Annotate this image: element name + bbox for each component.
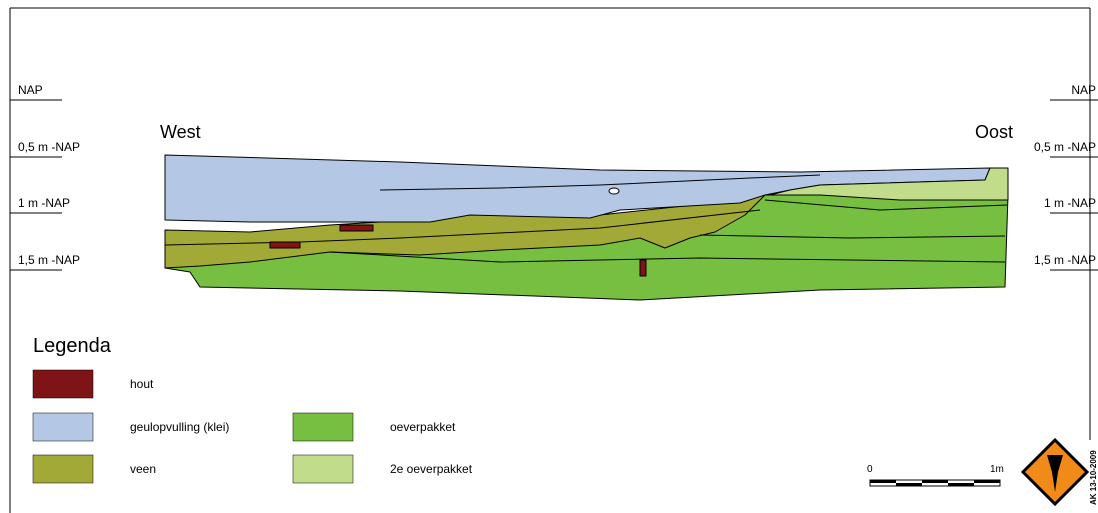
legend-swatch bbox=[292, 454, 354, 484]
scale-end: 1m bbox=[990, 464, 1004, 475]
depth-label-left: 1 m -NAP bbox=[18, 196, 70, 210]
hout bbox=[639, 259, 647, 277]
depth-label-left: 1,5 m -NAP bbox=[18, 253, 80, 267]
scale-segment bbox=[948, 483, 974, 486]
scale-segment bbox=[896, 483, 922, 486]
layer-boundary bbox=[764, 199, 1008, 211]
legend-swatch bbox=[32, 412, 94, 442]
hout bbox=[339, 224, 374, 232]
legend-swatch bbox=[292, 412, 354, 442]
legend-label: hout bbox=[130, 377, 154, 391]
legend-label: oeverpakket bbox=[390, 420, 456, 434]
scale-start: 0 bbox=[867, 464, 873, 475]
scale-segment bbox=[922, 480, 948, 483]
direction-east: Oost bbox=[975, 122, 1013, 142]
depth-label-left: 0,5 m -NAP bbox=[18, 140, 80, 154]
depth-label-right: 1 m -NAP bbox=[1044, 196, 1096, 210]
layer-boundary bbox=[379, 174, 821, 191]
stamp: AK 13-10-2009 bbox=[1089, 450, 1098, 505]
hout bbox=[269, 241, 301, 249]
legend-label: 2e oeverpakket bbox=[390, 462, 473, 476]
scale-segment bbox=[870, 480, 896, 483]
direction-west: West bbox=[160, 122, 201, 142]
depth-label-right: NAP bbox=[1071, 83, 1096, 97]
legend-label: geulopvulling (klei) bbox=[130, 420, 229, 434]
lens bbox=[608, 187, 620, 195]
logo-icon bbox=[1047, 455, 1063, 492]
layer-boundary bbox=[164, 209, 761, 246]
scale-bar: 0 1m bbox=[867, 464, 1004, 487]
layer-boundary bbox=[329, 251, 1006, 263]
legend-swatch bbox=[32, 454, 94, 484]
layer-boundary bbox=[699, 234, 1006, 239]
layer-klei bbox=[164, 154, 991, 223]
legend-swatch bbox=[32, 369, 94, 399]
legend-label: veen bbox=[130, 462, 156, 476]
layer-2e-oeverpakket bbox=[769, 167, 1009, 201]
scale-segment bbox=[974, 480, 1000, 483]
legend-title: Legenda bbox=[33, 335, 112, 357]
depth-label-right: 0,5 m -NAP bbox=[1034, 140, 1096, 154]
depth-label-right: 1,5 m -NAP bbox=[1034, 253, 1096, 267]
depth-label-left: NAP bbox=[18, 83, 43, 97]
